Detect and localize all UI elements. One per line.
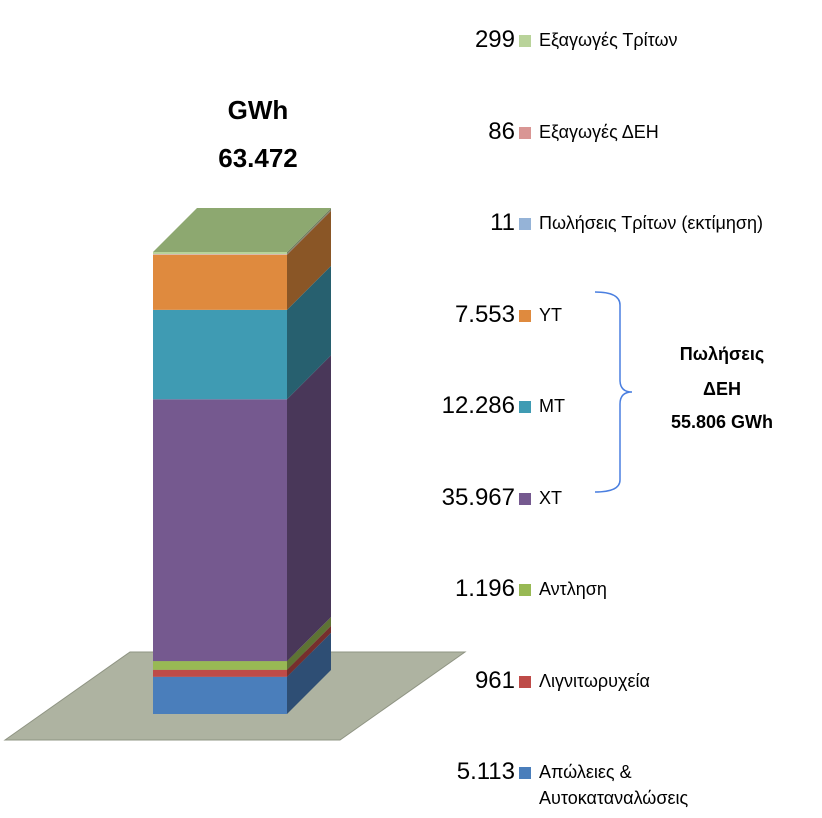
- bar-side: [287, 617, 331, 670]
- total-label: 63.472: [218, 143, 298, 173]
- bar-segment: [153, 669, 287, 677]
- legend-label: ΥΤ: [539, 304, 563, 325]
- value-label: 961: [474, 666, 515, 694]
- legend-swatch: [519, 309, 531, 322]
- bar-segment: [153, 252, 287, 255]
- annotation: Πωλήσεις: [680, 344, 764, 364]
- bar-side: [287, 208, 331, 255]
- legend-swatch: [519, 401, 531, 413]
- legend-swatch: [519, 35, 531, 47]
- value-label: 7.553: [454, 300, 515, 328]
- annotation: 55.806 GWh: [671, 412, 773, 432]
- legend-item: 86 Εξαγωγές ΔΕΗ: [335, 117, 659, 146]
- bar-side: [287, 265, 331, 400]
- legend-item: 35.967 ΧΤ: [335, 484, 562, 512]
- legend-label: Αντληση: [539, 579, 607, 599]
- legend-label: Εξαγωγές ΔΕΗ: [539, 121, 659, 142]
- value-label: 1.196: [454, 575, 515, 602]
- bar-side: [287, 210, 331, 255]
- legend-swatch: [519, 126, 531, 139]
- bar-side: [287, 210, 331, 310]
- legend-item: 1.196 Αντληση: [335, 575, 607, 603]
- bar-segment: [153, 309, 287, 400]
- legend-label: ΜΤ: [539, 396, 565, 416]
- legend-swatch: [519, 584, 531, 596]
- bar-segment: [153, 399, 287, 662]
- bar-segment: [153, 254, 287, 310]
- bar-side: [287, 355, 331, 662]
- legend-swatch: [519, 218, 531, 230]
- bar-segment: [153, 661, 287, 670]
- legend-swatch: [519, 492, 531, 505]
- bar-top: [153, 208, 331, 252]
- legend-item: 11 Πωλήσεις Τρίτων (εκτίμηση): [335, 209, 763, 237]
- annotation: ΔΕΗ: [703, 379, 741, 399]
- legend-label: Λιγνιτωρυχεία: [539, 670, 650, 691]
- value-label: 12.286: [441, 392, 515, 419]
- value-label: 299: [474, 26, 515, 53]
- legend-label: Πωλήσεις Τρίτων (εκτίμηση): [539, 213, 763, 233]
- value-label: 11: [490, 209, 515, 236]
- brace: [594, 291, 633, 493]
- value-label: 86: [488, 117, 515, 145]
- value-label: 35.967: [441, 483, 515, 511]
- bar-segment: [153, 254, 287, 255]
- bar-side: [287, 625, 331, 677]
- chart-title: GWh: [228, 95, 289, 125]
- legend-item: 299 Εξαγωγές Τρίτων: [335, 26, 678, 54]
- value-label: 5.113: [456, 758, 515, 785]
- legend-label: ΧΤ: [539, 487, 563, 508]
- legend-label: Απώλειες & Αυτοκαταναλώσεις: [539, 762, 689, 808]
- legend-item: 12.286 ΜΤ: [335, 392, 565, 420]
- legend-item: 5.113 Απώλειες & Αυτοκαταναλώσεις: [335, 758, 769, 811]
- bar-segment: [153, 676, 287, 714]
- legend-label: Εξαγωγές Τρίτων: [539, 30, 678, 50]
- legend-swatch: [519, 675, 531, 688]
- legend-swatch: [519, 767, 531, 779]
- legend-item: 961 Λιγνιτωρυχεία: [335, 667, 650, 695]
- bar-side: [287, 210, 331, 255]
- bar-side: [287, 632, 331, 714]
- legend-item: 7.553 ΥΤ: [335, 301, 562, 329]
